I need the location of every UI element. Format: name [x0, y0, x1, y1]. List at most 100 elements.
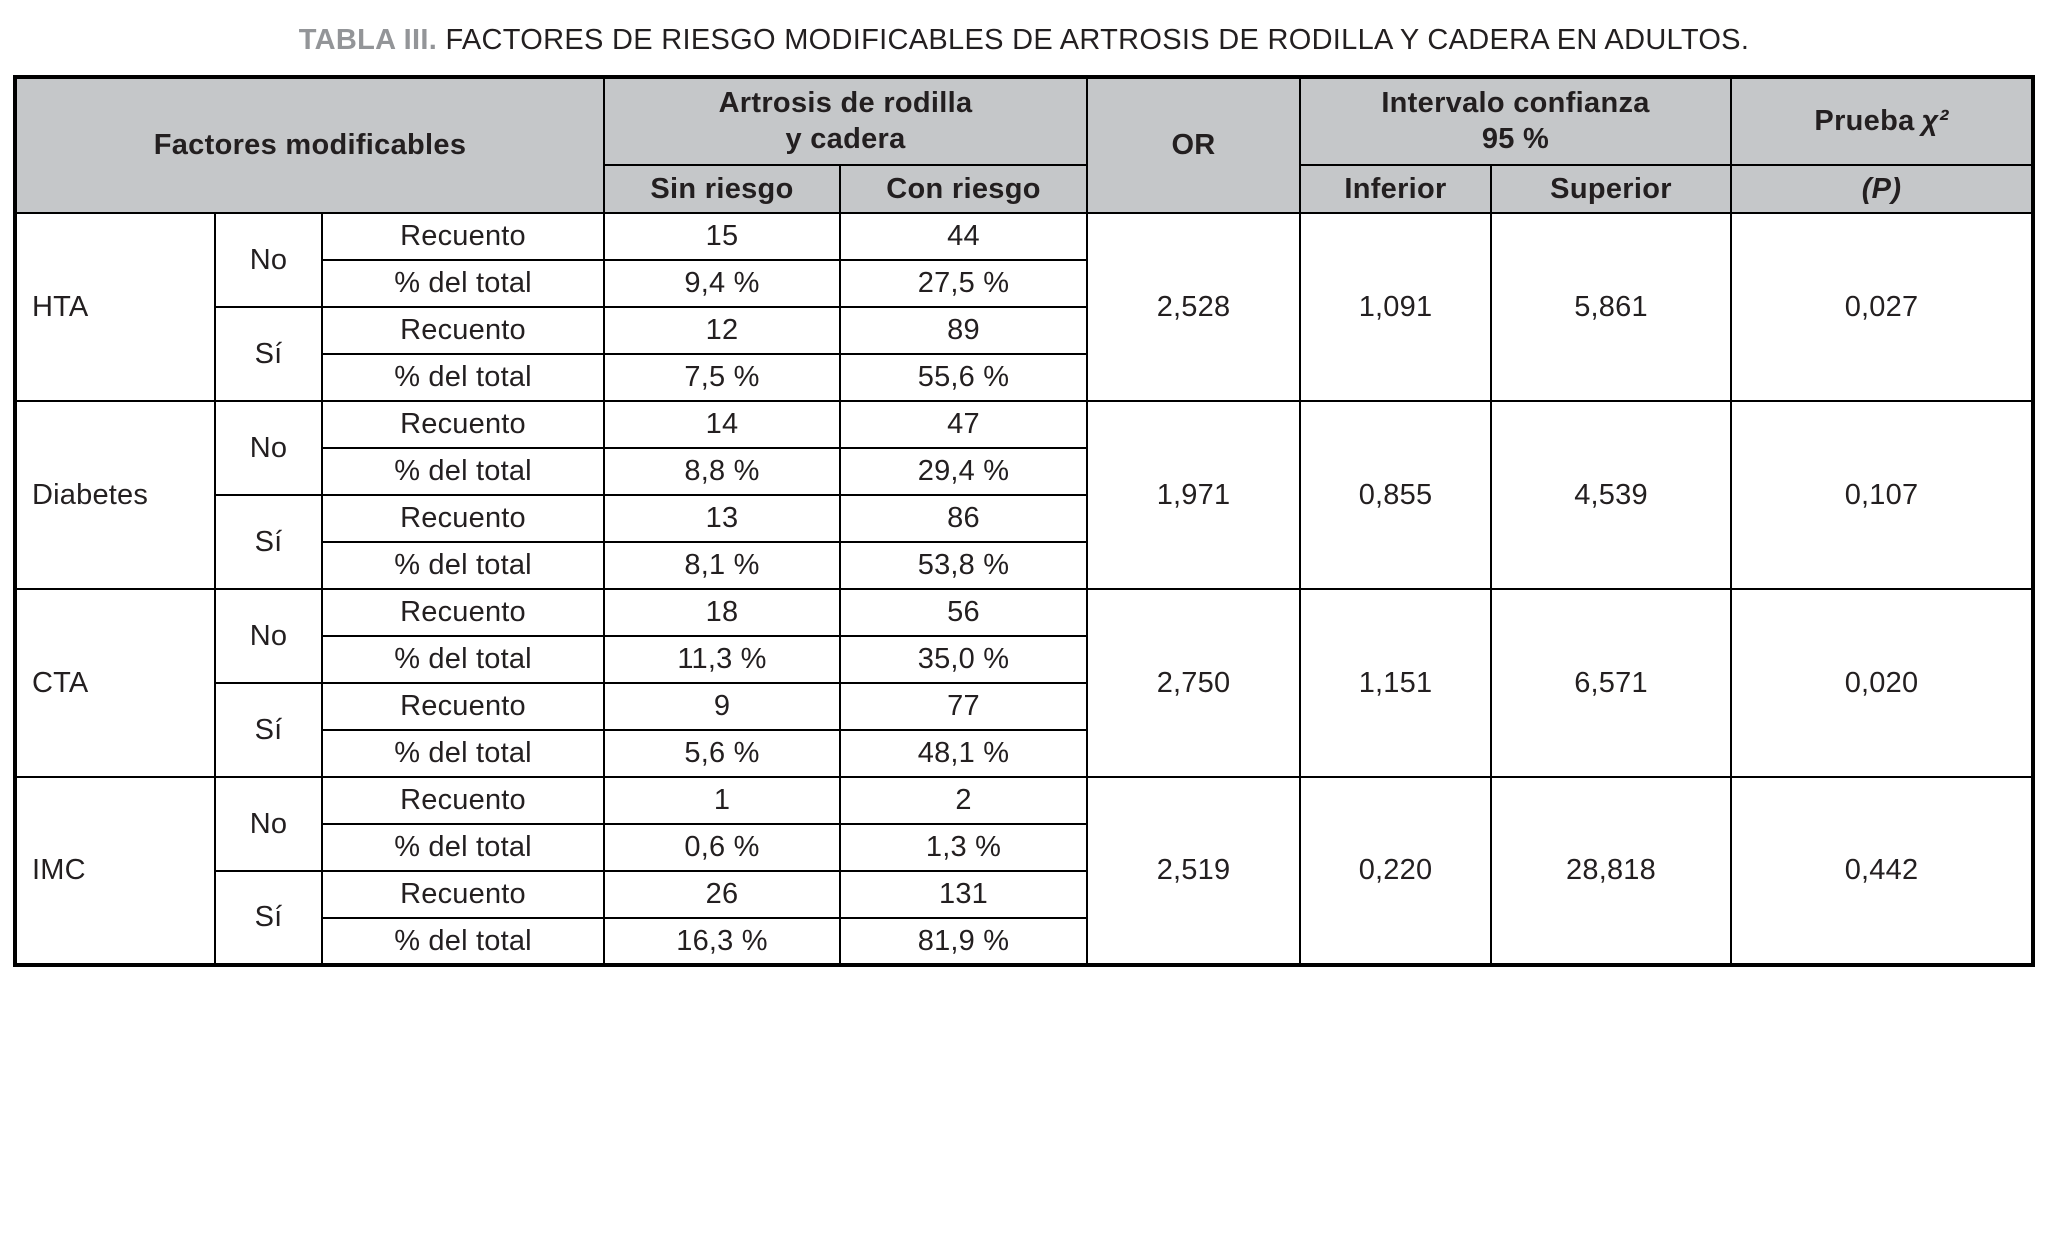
no-cell: No	[214, 588, 323, 684]
pct-label: % del total	[321, 635, 605, 684]
pct-label: % del total	[321, 353, 605, 402]
pct-label: % del total	[321, 259, 605, 308]
si-cell: Sí	[214, 682, 323, 778]
value-cell: 9	[603, 682, 841, 731]
table-row: % del total 5,6 % 48,1 %	[15, 729, 2033, 778]
col-header-con-riesgo: Con riesgo	[839, 164, 1088, 214]
value-cell: 77	[839, 682, 1088, 731]
col-header-superior: Superior	[1490, 164, 1732, 214]
table-row: % del total 8,1 % 53,8 %	[15, 541, 2033, 590]
table-row: % del total 8,8 % 29,4 %	[15, 447, 2033, 496]
table-title-text: FACTORES DE RIESGO MODIFICABLES DE ARTRO…	[445, 24, 1750, 56]
col-header-factores-modificables: Factores modificables	[14, 76, 605, 214]
pct-label: % del total	[321, 917, 605, 966]
no-cell: No	[214, 776, 323, 872]
col-header-sin-riesgo: Sin riesgo	[603, 164, 841, 214]
value-cell: 56	[839, 588, 1088, 637]
table-title-label: TABLA III.	[298, 24, 438, 56]
value-cell: 81,9 %	[839, 917, 1088, 966]
pct-label: % del total	[321, 823, 605, 872]
recuento-label: Recuento	[321, 306, 605, 355]
recuento-label: Recuento	[321, 588, 605, 637]
value-cell: 1,3 %	[839, 823, 1088, 872]
table-row: Sí Recuento 26 131	[15, 870, 2033, 966]
superior-value: 28,818	[1490, 776, 1732, 966]
factor-cell: Diabetes	[14, 400, 216, 590]
or-value: 1,971	[1086, 400, 1301, 590]
col-header-prueba-chi: Prueba χ²	[1730, 76, 2034, 166]
value-cell: 35,0 %	[839, 635, 1088, 684]
inferior-value: 1,091	[1299, 212, 1492, 402]
value-cell: 5,6 %	[603, 729, 841, 778]
value-cell: 13	[603, 494, 841, 543]
superior-value: 4,539	[1490, 400, 1732, 590]
table-row: % del total 7,5 % 55,6 %	[15, 353, 2033, 402]
si-cell: Sí	[214, 870, 323, 966]
value-cell: 12	[603, 306, 841, 355]
table-row: Diabetes No Recuento 14 47 1,971 0,855 4…	[14, 400, 2034, 590]
no-cell: No	[214, 212, 323, 308]
table-row: Sí Recuento 13 86	[15, 494, 2033, 590]
recuento-label: Recuento	[321, 870, 605, 919]
col-header-intervalo-confianza: Intervalo confianza 95 %	[1299, 76, 1732, 166]
factor-cell: IMC	[14, 776, 216, 966]
col-header-p: (P)	[1730, 164, 2034, 214]
value-cell: 14	[603, 400, 841, 449]
value-cell: 29,4 %	[839, 447, 1088, 496]
recuento-label: Recuento	[321, 212, 605, 261]
table-row: HTA No Recuento 15 44 2,528 1,091 5,861 …	[14, 212, 2034, 402]
table-row: % del total 9,4 % 27,5 %	[15, 259, 2033, 308]
p-value: 0,027	[1730, 212, 2034, 402]
superior-value: 5,861	[1490, 212, 1732, 402]
value-cell: 53,8 %	[839, 541, 1088, 590]
table-title: TABLA III. FACTORES DE RIESGO MODIFICABL…	[13, 24, 2035, 57]
value-cell: 27,5 %	[839, 259, 1088, 308]
page: TABLA III. FACTORES DE RIESGO MODIFICABL…	[13, 24, 2035, 967]
value-cell: 48,1 %	[839, 729, 1088, 778]
recuento-label: Recuento	[321, 776, 605, 825]
table-header: Factores modificables Artrosis de rodill…	[14, 76, 2034, 214]
table-row: % del total 11,3 % 35,0 %	[15, 635, 2033, 684]
table-row: Sí Recuento 12 89	[15, 306, 2033, 402]
value-cell: 89	[839, 306, 1088, 355]
col-header-or: OR	[1086, 76, 1301, 214]
table-row: % del total 16,3 % 81,9 %	[15, 917, 2033, 966]
recuento-label: Recuento	[321, 682, 605, 731]
value-cell: 8,1 %	[603, 541, 841, 590]
value-cell: 7,5 %	[603, 353, 841, 402]
value-cell: 0,6 %	[603, 823, 841, 872]
factor-cell: HTA	[14, 212, 216, 402]
pct-label: % del total	[321, 541, 605, 590]
value-cell: 9,4 %	[603, 259, 841, 308]
value-cell: 15	[603, 212, 841, 261]
factor-cell: CTA	[14, 588, 216, 778]
value-cell: 86	[839, 494, 1088, 543]
no-cell: No	[214, 400, 323, 496]
recuento-label: Recuento	[321, 494, 605, 543]
value-cell: 18	[603, 588, 841, 637]
value-cell: 26	[603, 870, 841, 919]
si-cell: Sí	[214, 494, 323, 590]
or-value: 2,528	[1086, 212, 1301, 402]
pct-label: % del total	[321, 447, 605, 496]
col-header-inferior: Inferior	[1299, 164, 1492, 214]
chi-squared-symbol: χ²	[1921, 105, 1949, 137]
or-value: 2,750	[1086, 588, 1301, 778]
p-value: 0,020	[1730, 588, 2034, 778]
value-cell: 131	[839, 870, 1088, 919]
inferior-value: 0,855	[1299, 400, 1492, 590]
table-row: IMC No Recuento 1 2 2,519 0,220 28,818 0…	[14, 776, 2034, 966]
table-body: HTA No Recuento 15 44 2,528 1,091 5,861 …	[14, 212, 2034, 966]
col-header-artrosis: Artrosis de rodilla y cadera	[603, 76, 1088, 166]
value-cell: 1	[603, 776, 841, 825]
table-row: Sí Recuento 9 77	[15, 682, 2033, 778]
table-row: CTA No Recuento 18 56 2,750 1,151 6,571 …	[14, 588, 2034, 778]
p-value: 0,442	[1730, 776, 2034, 966]
risk-factors-table: Factores modificables Artrosis de rodill…	[13, 75, 2035, 967]
recuento-label: Recuento	[321, 400, 605, 449]
header-row-sub: Sin riesgo Con riesgo Inferior Superior …	[15, 164, 2034, 214]
value-cell: 2	[839, 776, 1088, 825]
value-cell: 8,8 %	[603, 447, 841, 496]
or-value: 2,519	[1086, 776, 1301, 966]
value-cell: 55,6 %	[839, 353, 1088, 402]
